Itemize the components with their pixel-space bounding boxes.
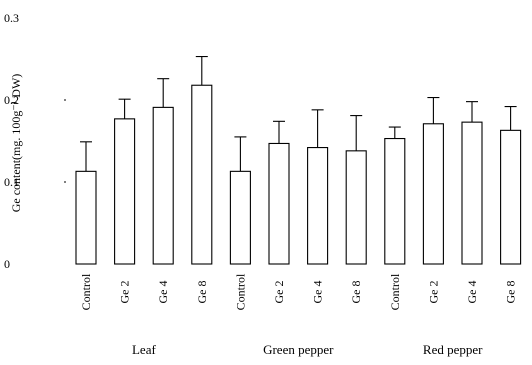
x-tick-label: Ge 2 <box>426 281 440 304</box>
x-tick-label: Control <box>79 273 93 310</box>
x-tick-label: Ge 2 <box>118 281 132 304</box>
x-labels-layer: Control Ge 2 Ge 4 Ge 8 Control Ge 2 Ge 4 Ge 8 Co… <box>79 273 518 310</box>
bar <box>229 170 251 265</box>
bar <box>422 123 444 265</box>
bar <box>191 84 213 265</box>
group-labels-layer: Leaf Green pepper Red pepper <box>132 342 483 357</box>
x-tick-label: Ge 8 <box>504 281 518 304</box>
bar <box>345 150 367 265</box>
y-tick-label: 0.3 <box>4 11 19 25</box>
bar <box>307 147 329 265</box>
bar <box>500 129 522 265</box>
bar <box>268 142 290 265</box>
bar <box>384 137 406 265</box>
x-tick-label: Control <box>233 273 247 310</box>
group-label: Leaf <box>132 342 156 357</box>
x-tick-label: Ge 8 <box>349 281 363 304</box>
x-tick-label: Control <box>388 273 402 310</box>
x-tick-label: Ge 4 <box>465 281 479 304</box>
y-axis-title: Ge content(mg. 100g⁻¹ DW) <box>9 74 23 213</box>
bar <box>75 170 97 265</box>
bars-layer <box>75 55 522 265</box>
x-tick-label: Ge 8 <box>195 281 209 304</box>
y-tick-label: 0.2 <box>4 93 19 107</box>
group-label: Red pepper <box>423 342 483 357</box>
group-label: Green pepper <box>263 342 334 357</box>
x-tick-label: Ge 4 <box>311 281 325 304</box>
x-tick-label: Ge 4 <box>156 281 170 304</box>
bar <box>152 106 174 265</box>
bar <box>461 121 483 265</box>
x-tick-label: Ge 2 <box>272 281 286 304</box>
y-tick-label: 0 <box>4 257 10 271</box>
bar <box>114 118 136 265</box>
y-tick-label: 0.1 <box>4 175 19 189</box>
y-axis: 0 0.1 0.2 0.3 <box>4 11 66 271</box>
